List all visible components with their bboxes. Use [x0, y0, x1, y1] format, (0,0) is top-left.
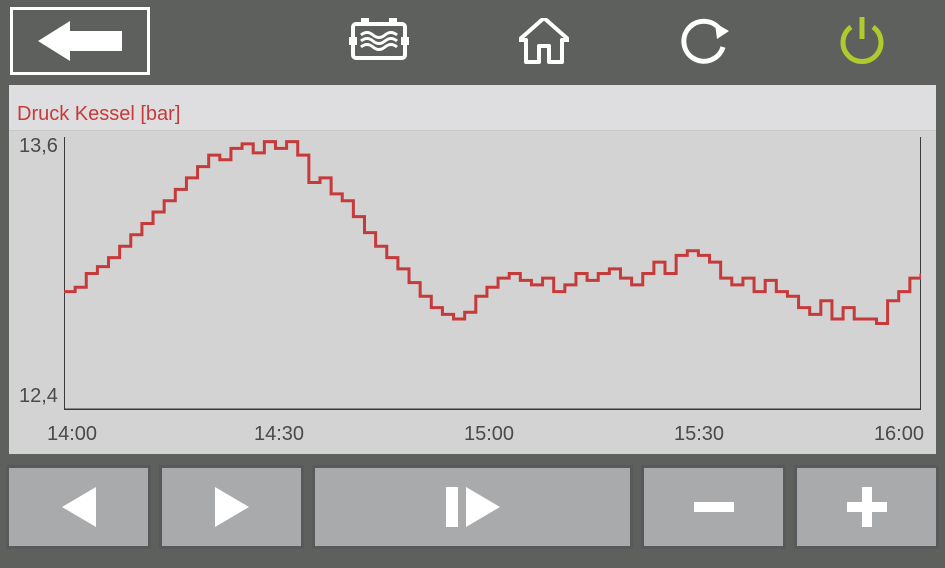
minus-icon — [692, 485, 736, 529]
x-tick-3: 15:30 — [674, 423, 724, 446]
back-arrow-icon — [38, 21, 122, 61]
chart-panel: Druck Kessel [bar] 13,6 12,4 14:00 14:30… — [6, 82, 939, 457]
home-button[interactable] — [519, 18, 569, 64]
process-icon — [349, 18, 409, 64]
step-forward-button[interactable] — [159, 465, 304, 549]
back-button[interactable] — [10, 7, 150, 75]
x-tick-2: 15:00 — [464, 423, 514, 446]
triangle-right-icon — [215, 487, 249, 527]
zoom-out-button[interactable] — [641, 465, 786, 549]
play-pause-button[interactable] — [312, 465, 633, 549]
step-back-button[interactable] — [6, 465, 151, 549]
power-icon — [839, 17, 885, 65]
y-tick-min: 12,4 — [19, 385, 58, 408]
x-tick-1: 14:30 — [254, 423, 304, 446]
process-button[interactable] — [349, 18, 409, 64]
triangle-left-icon — [62, 487, 96, 527]
zoom-in-button[interactable] — [794, 465, 939, 549]
top-toolbar — [0, 0, 945, 82]
plot-area — [64, 137, 921, 410]
x-tick-4: 16:00 — [874, 423, 924, 446]
top-icon-group — [349, 17, 885, 65]
home-icon — [519, 18, 569, 64]
power-button[interactable] — [839, 17, 885, 65]
y-tick-max: 13,6 — [19, 135, 58, 158]
x-tick-0: 14:00 — [47, 423, 97, 446]
chart-header: Druck Kessel [bar] — [9, 85, 936, 131]
chart-svg — [64, 137, 921, 410]
plus-icon — [845, 485, 889, 529]
refresh-button[interactable] — [679, 17, 729, 65]
play-pause-icon — [446, 487, 500, 527]
refresh-icon — [679, 17, 729, 65]
bottom-controls — [0, 457, 945, 557]
chart-title: Druck Kessel [bar] — [17, 103, 180, 126]
